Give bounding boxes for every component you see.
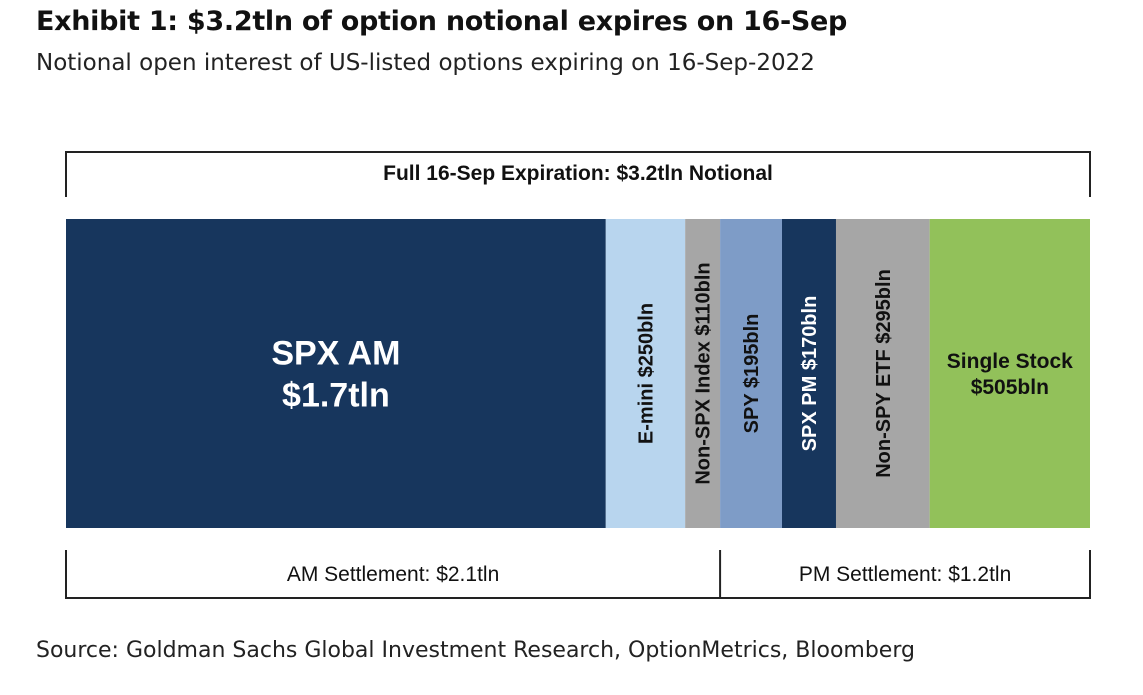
segment-e-mini — [605, 219, 686, 528]
segment-label-spx-pm: SPX PM $170bln — [799, 296, 821, 452]
segment-label-spy: SPY $195bln — [741, 314, 763, 434]
source-note: Source: Goldman Sachs Global Investment … — [36, 638, 915, 663]
segment-spx-am — [66, 219, 606, 528]
segment-label-spx-am-line-2: $1.7tln — [282, 376, 390, 414]
segment-label-non-spy-etf: Non-SPY ETF $295bln — [873, 269, 895, 478]
segment-single-stock — [929, 219, 1090, 528]
settlement-label-pm: PM Settlement: $1.2tln — [799, 563, 1011, 586]
segment-spx-pm — [782, 219, 836, 528]
total-bracket — [65, 151, 1091, 197]
settlement-bracket — [65, 550, 1091, 599]
settlement-label-am: AM Settlement: $2.1tln — [287, 563, 499, 586]
segment-non-spy-etf — [835, 219, 930, 528]
segment-label-single-stock-line-1: Single Stock — [947, 350, 1073, 373]
segment-label-e-mini: E-mini $250bln — [635, 303, 657, 444]
segment-non-spx-index — [685, 219, 721, 528]
segment-spy — [720, 219, 783, 528]
segment-label-non-spx-index: Non-SPX Index $110bln — [693, 262, 715, 484]
chart-subtitle: Notional open interest of US-listed opti… — [36, 50, 815, 76]
segment-label-spx-am-line-1: SPX AM — [271, 334, 400, 372]
chart-title: Exhibit 1: $3.2tln of option notional ex… — [36, 6, 848, 37]
total-bracket-label: Full 16-Sep Expiration: $3.2tln Notional — [383, 162, 773, 185]
segment-label-single-stock-line-2: $505bln — [971, 376, 1049, 399]
notional-stacked-bar-chart: SPX AM $1.7tln E-mini $250bln Non-SPX Index… — [65, 151, 1091, 599]
